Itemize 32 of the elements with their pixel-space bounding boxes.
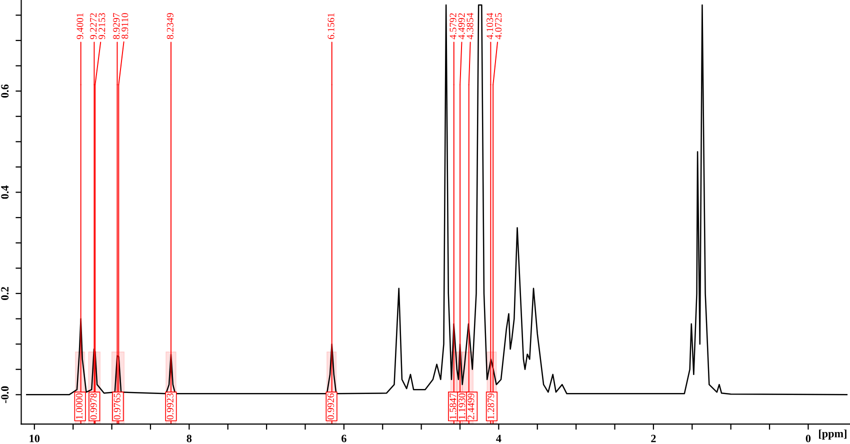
ref-line-label: 4.5792 (450, 13, 456, 40)
x-tick-label: 0 (806, 434, 811, 442)
ref-line-label: 4.0725 (495, 13, 502, 40)
y-tick-label: 0.6 (1, 84, 9, 98)
ref-line-label: 4.1034 (486, 12, 494, 40)
ref-line-label: 6.1561 (328, 13, 334, 40)
x-axis-title: [ppm] (819, 430, 846, 440)
y-tick-label: 0.4 (1, 186, 9, 199)
band-label: 1.5847 (450, 393, 456, 419)
x-tick-label: 10 (30, 434, 40, 442)
band-label: 0.9926 (327, 393, 334, 420)
ref-line-label: 9.2153 (98, 13, 106, 40)
band-label: 0.9765 (114, 393, 120, 420)
ref-line-label: 8.9297 (113, 13, 120, 40)
band-label: 1.0000 (76, 393, 83, 419)
x-tick-label: 6 (342, 434, 346, 442)
x-tick-label: 8 (186, 434, 192, 442)
x-tick-label: 2 (651, 434, 656, 442)
ref-line-label: 9.2272 (90, 13, 97, 40)
ref-line-label: 8.9110 (122, 13, 128, 39)
band-label: 0.9978 (90, 393, 97, 420)
y-tick-label: -0.0 (1, 386, 9, 404)
x-tick-label: 4 (496, 434, 502, 442)
y-tick-label: 0.2 (1, 287, 9, 300)
band-label: 1.2879 (488, 393, 494, 419)
ref-line-label: 8.2349 (166, 13, 174, 40)
ref-line-label: 4.4992 (458, 13, 465, 40)
ref-line-label: 9.4001 (76, 13, 84, 40)
band-label: 2.4499 (468, 393, 474, 420)
band-label: 0.9923 (166, 393, 174, 420)
band-label: 1.1930 (458, 393, 466, 419)
ref-line-label: 4.3854 (466, 12, 474, 40)
